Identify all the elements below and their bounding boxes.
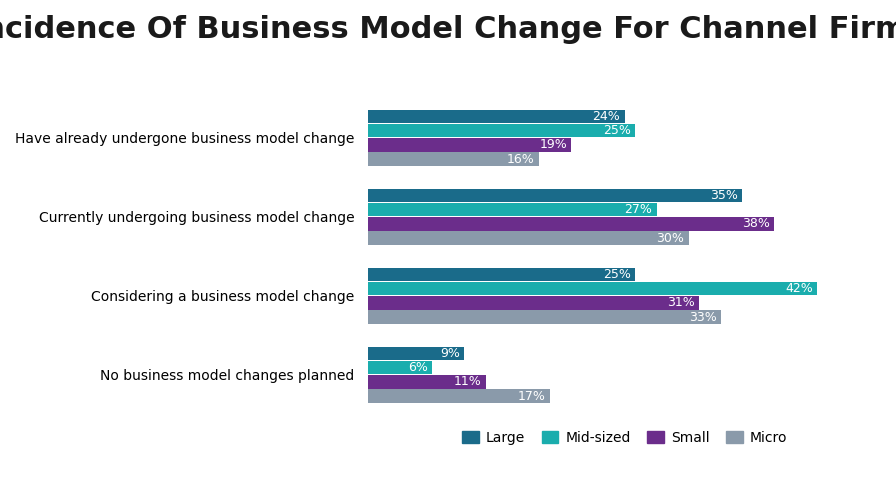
Bar (368, 296, 700, 310)
Text: 27%: 27% (625, 203, 652, 216)
Text: 42%: 42% (785, 282, 813, 295)
Text: 11%: 11% (453, 375, 481, 388)
Bar (368, 231, 689, 245)
Bar (368, 282, 817, 295)
Text: 35%: 35% (710, 189, 738, 202)
Bar (368, 189, 742, 202)
Text: 25%: 25% (603, 124, 631, 137)
Text: 30%: 30% (657, 231, 685, 244)
Bar (368, 138, 572, 151)
Bar (368, 375, 486, 389)
Text: 9%: 9% (440, 347, 461, 360)
Text: 19%: 19% (539, 138, 567, 151)
Bar (368, 217, 774, 230)
Text: 25%: 25% (603, 268, 631, 281)
Text: Incidence Of Business Model Change For Channel Firms: Incidence Of Business Model Change For C… (0, 15, 896, 44)
Bar (368, 152, 539, 166)
Bar (368, 203, 657, 216)
Text: 33%: 33% (689, 311, 717, 323)
Bar (368, 110, 625, 123)
Text: 24%: 24% (592, 110, 620, 123)
Bar (368, 124, 635, 137)
Text: 16%: 16% (507, 152, 535, 165)
Text: 17%: 17% (518, 390, 546, 403)
Bar (368, 389, 550, 403)
Bar (368, 310, 720, 324)
Text: 6%: 6% (409, 361, 428, 374)
Bar (368, 361, 433, 374)
Text: 38%: 38% (742, 217, 770, 230)
Bar (368, 347, 464, 360)
Legend: Large, Mid-sized, Small, Micro: Large, Mid-sized, Small, Micro (456, 425, 793, 450)
Bar (368, 268, 635, 281)
Text: 31%: 31% (668, 296, 695, 309)
